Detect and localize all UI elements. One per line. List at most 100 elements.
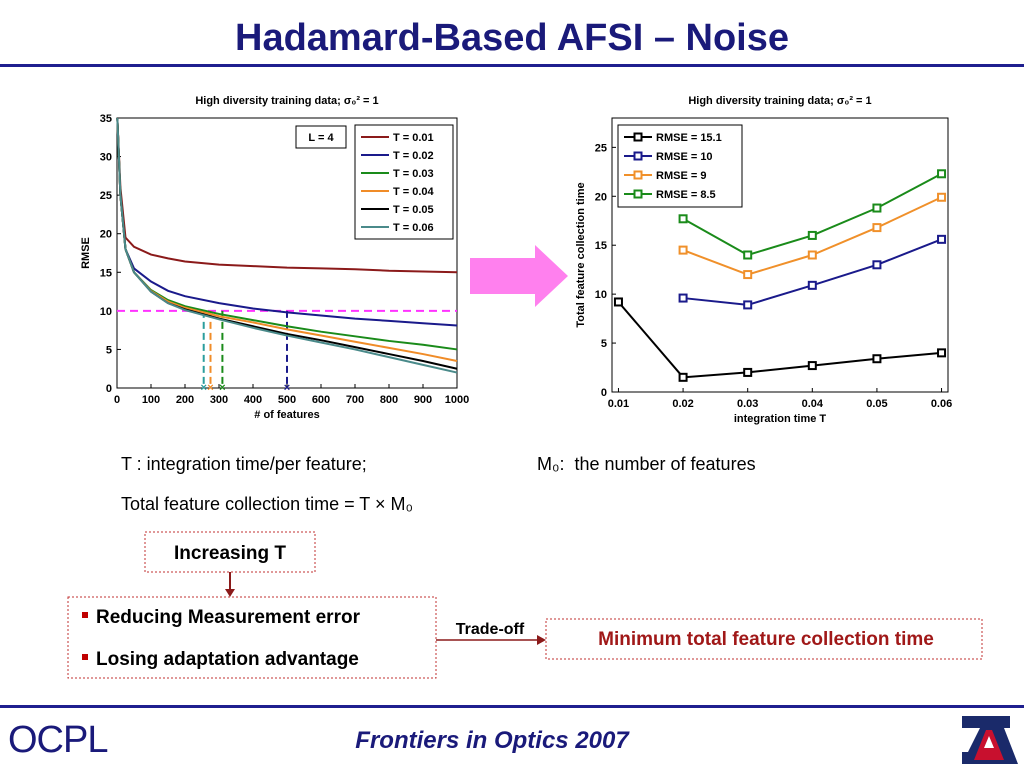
series-line (116, 117, 458, 374)
chart: High diversity training data; σ₀² = 1 0 10… (80, 95, 469, 421)
x-tick-label: 200 (176, 394, 194, 406)
x-tick-label: 0.04 (802, 398, 824, 410)
legend-marker (633, 132, 643, 142)
x-axis-label: integration time T (734, 413, 827, 425)
point (807, 230, 817, 240)
x-tick-label: 0.02 (672, 398, 693, 410)
y-tick-label: 25 (100, 190, 112, 202)
legend-label: RMSE = 15.1 (656, 132, 722, 144)
bottom-rule (0, 705, 1024, 708)
bullet (82, 654, 88, 660)
top-rule (0, 64, 1024, 67)
point (807, 250, 817, 260)
university-logo (962, 716, 1018, 764)
point (678, 293, 688, 303)
result-box (545, 618, 983, 660)
x-tick-label: 0 (114, 394, 120, 406)
x-axis-label: # of features (254, 409, 319, 421)
legend-marker (633, 170, 643, 180)
series-line (116, 117, 458, 274)
x-tick-label: 0.06 (931, 398, 952, 410)
legend-label: T = 0.03 (393, 168, 434, 180)
point (678, 372, 688, 382)
point (937, 234, 947, 244)
cause-box (144, 531, 316, 573)
crossing-marker: × (284, 382, 290, 394)
crossing-marker: × (219, 382, 225, 394)
x-tick-label: 500 (278, 394, 296, 406)
point (937, 192, 947, 202)
arrow-head (225, 589, 235, 597)
y-tick-label: 25 (595, 142, 607, 154)
point (872, 223, 882, 233)
link-text: Trade-off (456, 621, 525, 638)
note: M₀: the number of features (537, 454, 756, 474)
slide-title: Hadamard-Based AFSI – Noise (235, 17, 789, 59)
result-text: Minimum total feature collection time (598, 629, 934, 650)
point (743, 270, 753, 280)
point (613, 297, 623, 307)
series-line (617, 301, 942, 379)
annotation: L = 4 (308, 132, 334, 144)
x-tick-label: 600 (312, 394, 330, 406)
legend-label: RMSE = 8.5 (656, 189, 716, 201)
x-tick-label: 0.01 (608, 398, 629, 410)
cause-text: Increasing T (174, 543, 286, 564)
legend-label: T = 0.06 (393, 222, 434, 234)
legend-label: RMSE = 10 (656, 151, 713, 163)
legend-label: T = 0.05 (393, 204, 434, 216)
point (743, 367, 753, 377)
note: T : integration time/per feature; (121, 454, 367, 474)
y-tick-label: 10 (595, 289, 607, 301)
point (678, 214, 688, 224)
y-axis-label: Total feature collection time (575, 182, 587, 327)
x-tick-label: 300 (210, 394, 228, 406)
y-tick-label: 0 (601, 387, 607, 399)
y-tick-label: 20 (595, 191, 607, 203)
y-tick-label: 5 (106, 344, 112, 356)
point (937, 169, 947, 179)
x-tick-label: 400 (244, 394, 262, 406)
y-tick-label: 5 (601, 338, 607, 350)
bullet (82, 612, 88, 618)
point (743, 250, 753, 260)
y-tick-label: 15 (595, 240, 607, 252)
legend-label: T = 0.01 (393, 132, 434, 144)
y-tick-label: 20 (100, 229, 112, 241)
y-tick-label: 35 (100, 113, 112, 125)
legend-marker (633, 189, 643, 199)
x-tick-label: 800 (380, 394, 398, 406)
legend-label: T = 0.04 (393, 186, 435, 198)
effects-box (67, 596, 437, 679)
point (872, 260, 882, 270)
legend-label: T = 0.02 (393, 150, 434, 162)
x-tick-label: 1000 (445, 394, 469, 406)
crossing-marker: × (200, 382, 206, 394)
x-tick-label: 900 (414, 394, 432, 406)
point (743, 300, 753, 310)
effect-text: Losing adaptation advantage (96, 649, 359, 670)
chart-title: High diversity training data; σ₀² = 1 (195, 95, 378, 107)
chart: High diversity training data; σ₀² = 1 0.0… (575, 95, 952, 425)
footer-text: Frontiers in Optics 2007 (355, 727, 630, 754)
x-tick-label: 100 (142, 394, 160, 406)
note: Total feature collection time = T × M₀ (121, 494, 413, 514)
legend-box (354, 124, 454, 240)
logo: OCPL (8, 719, 107, 761)
y-tick-label: 15 (100, 267, 112, 279)
annotation-box (295, 125, 347, 149)
effect-text: Reducing Measurement error (96, 607, 361, 628)
x-tick-label: 700 (346, 394, 364, 406)
pink-arrow (470, 245, 568, 307)
legend-label: RMSE = 9 (656, 170, 706, 182)
y-tick-label: 10 (100, 306, 112, 318)
point (678, 245, 688, 255)
point (807, 280, 817, 290)
crossing-marker: × (207, 382, 213, 394)
point (872, 354, 882, 364)
point (872, 203, 882, 213)
x-tick-label: 0.05 (866, 398, 887, 410)
y-tick-label: 30 (100, 152, 112, 164)
point (937, 348, 947, 358)
